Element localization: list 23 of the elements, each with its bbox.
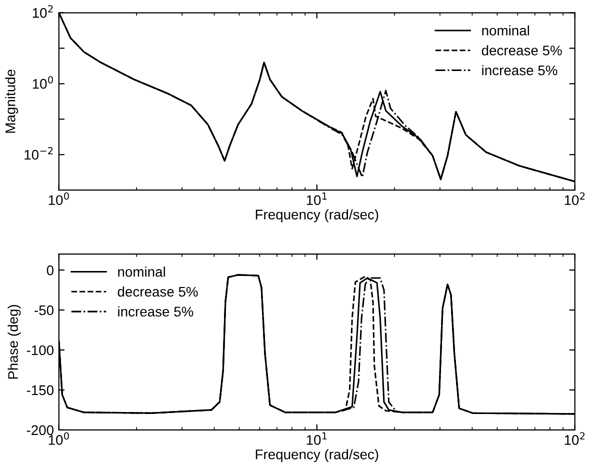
- legend-label: nominal: [118, 266, 165, 277]
- y-tick-label: -150: [26, 385, 54, 396]
- y-tick-label: 10$^{2}$: [32, 5, 53, 18]
- x-tick-label: 10$^{1}$: [306, 432, 327, 445]
- x-axis-title: Frequency (rad/sec): [256, 209, 378, 222]
- x-tick-label: 10$^{2}$: [564, 432, 585, 445]
- legend-label: decrease 5%: [482, 45, 562, 56]
- y-axis-title: Phase (deg): [8, 305, 21, 379]
- x-tick-label: 10$^{2}$: [564, 192, 585, 206]
- x-axis-title: Frequency (rad/sec): [256, 449, 378, 462]
- x-tick-label: 10$^{0}$: [48, 192, 69, 206]
- legend-label: nominal: [482, 25, 530, 36]
- y-tick-label: -200: [26, 425, 54, 436]
- y-tick-label: 10$^{0}$: [32, 76, 53, 89]
- x-tick-label: 10$^{1}$: [306, 192, 327, 206]
- y-tick-label: -100: [26, 345, 54, 356]
- y-tick-label: 0: [46, 265, 54, 276]
- y-tick-label: 10$^{−2}$: [24, 147, 53, 160]
- y-axis-title: Magnitude: [5, 70, 18, 133]
- legend-label: decrease 5%: [118, 286, 198, 297]
- y-tick-label: -50: [34, 305, 54, 316]
- legend-label: increase 5%: [118, 306, 194, 317]
- legend-label: increase 5%: [482, 65, 558, 76]
